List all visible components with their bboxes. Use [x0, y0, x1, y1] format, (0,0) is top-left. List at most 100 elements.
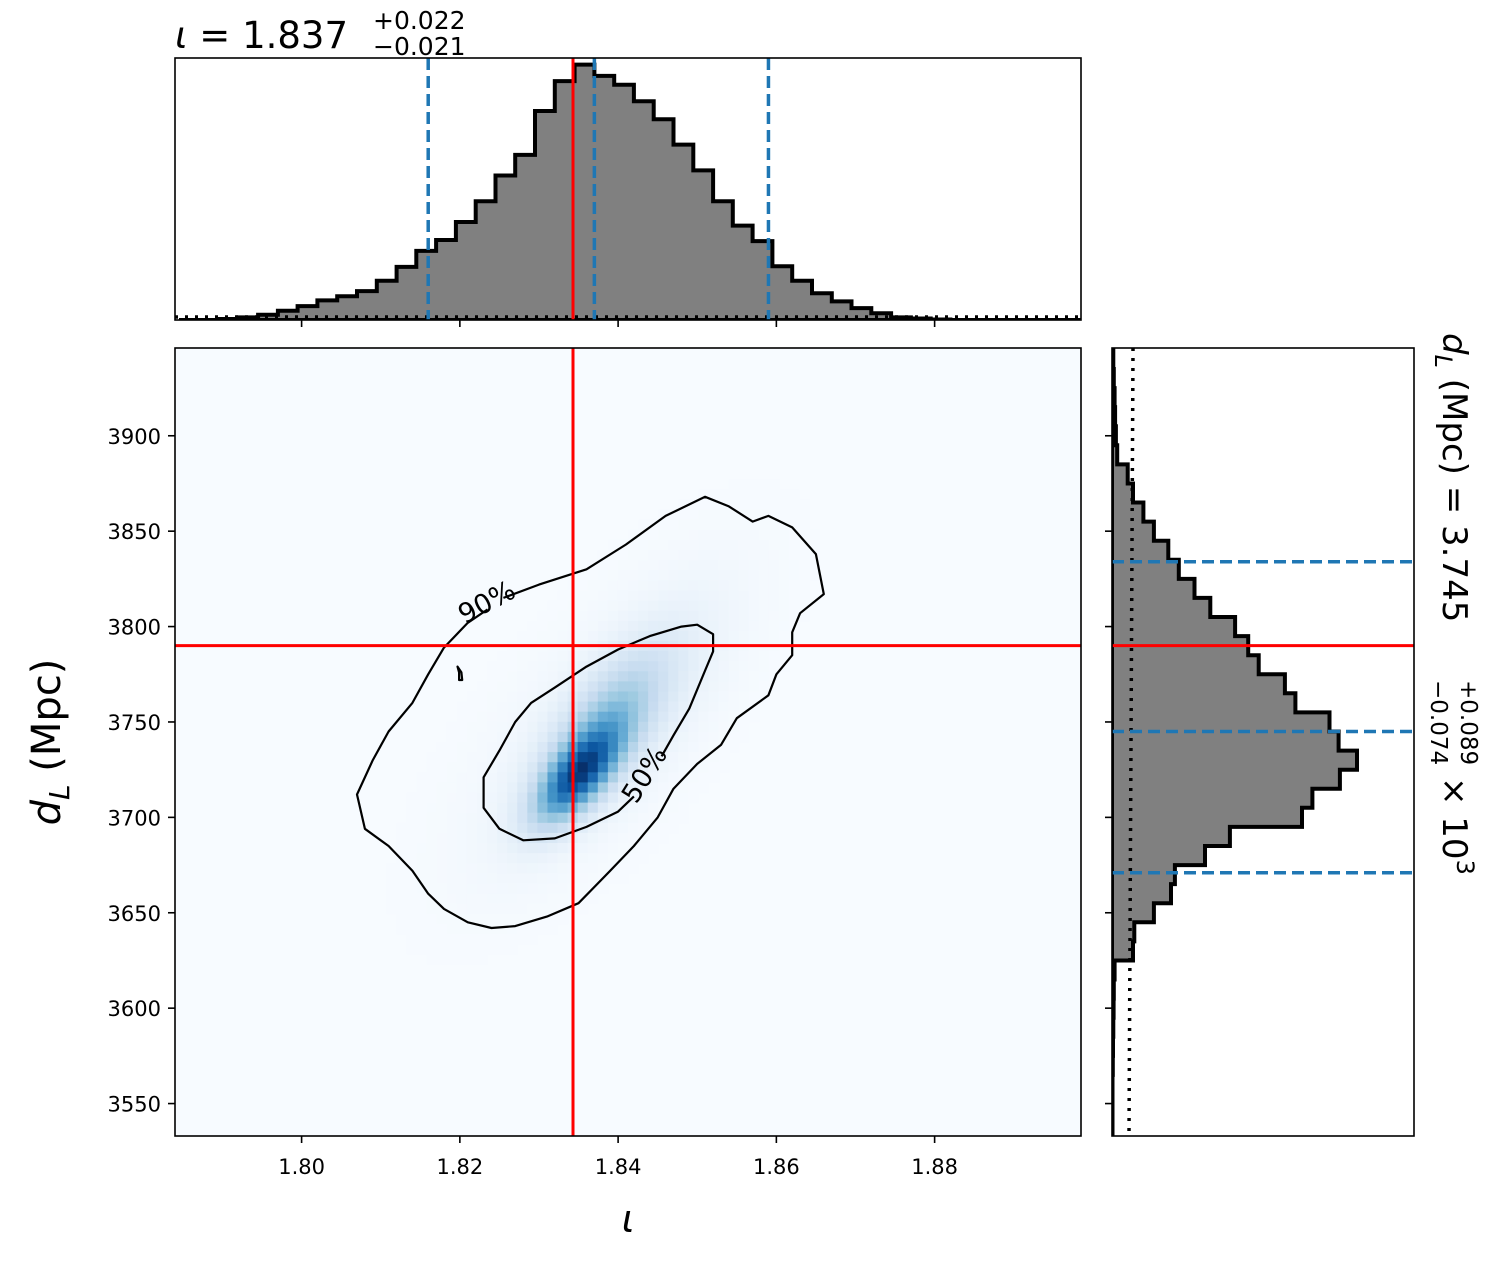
density-cell — [587, 711, 599, 723]
density-cell — [446, 772, 458, 784]
density-cell — [587, 762, 599, 773]
density-cell — [708, 701, 720, 713]
density-cell — [628, 620, 639, 632]
density-cell — [446, 913, 458, 925]
density-cell — [607, 853, 619, 864]
density-cell — [607, 873, 619, 885]
density-cell — [658, 782, 669, 794]
density-cell — [758, 651, 770, 662]
density-cell — [517, 923, 528, 935]
density-cell — [799, 570, 810, 581]
density-cell — [728, 711, 740, 723]
density-cell — [466, 913, 478, 925]
density-cell — [587, 893, 599, 905]
density-cell — [406, 832, 418, 844]
density-cell — [577, 782, 589, 794]
density-cell — [738, 610, 750, 622]
density-cell — [678, 651, 689, 662]
density-cell — [789, 550, 800, 561]
density-cell — [497, 701, 508, 713]
density-cell — [557, 681, 569, 693]
y-param-median: 3.745 — [1434, 525, 1474, 622]
density-cell — [406, 913, 418, 925]
density-cell — [789, 499, 800, 511]
density-cell — [688, 509, 700, 521]
density-cell — [718, 701, 730, 713]
density-cell — [426, 853, 438, 864]
density-cell — [648, 610, 659, 622]
density-cell — [497, 742, 508, 753]
density-cell — [617, 792, 629, 804]
density-cell — [547, 661, 559, 672]
density-cell — [517, 742, 528, 753]
density-cell — [617, 600, 629, 612]
density-cell — [557, 610, 569, 622]
density-cell — [547, 711, 559, 723]
density-cell — [577, 681, 589, 693]
density-cell — [527, 782, 538, 794]
density-cell — [668, 691, 679, 703]
density-cell — [668, 580, 679, 592]
density-cell — [396, 893, 408, 905]
density-cell — [557, 620, 569, 632]
density-cell — [466, 853, 478, 864]
density-cell — [487, 893, 498, 905]
density-cell — [557, 893, 569, 905]
density-cell — [698, 661, 710, 672]
density-cell — [708, 600, 720, 612]
density-cell — [728, 539, 740, 551]
density-cell — [628, 691, 639, 703]
density-cell — [648, 782, 659, 794]
density-cell — [487, 762, 498, 773]
density-cell — [577, 711, 589, 723]
density-cell — [708, 661, 720, 672]
density-cell — [527, 711, 538, 723]
y-tick-label: 3750 — [108, 711, 161, 735]
density-cell — [617, 630, 629, 642]
density-cell — [416, 933, 428, 945]
density-cell — [577, 580, 589, 592]
density-cell — [658, 731, 669, 743]
density-cell — [658, 701, 669, 713]
density-cell — [638, 519, 649, 531]
density-cell — [537, 772, 549, 784]
density-cell — [487, 832, 498, 844]
density-cell — [708, 762, 720, 773]
density-cell — [648, 590, 659, 602]
right-panel-ticks — [1105, 434, 1112, 1105]
density-cell — [688, 701, 700, 713]
density-cell — [537, 731, 549, 743]
density-cell — [386, 863, 398, 874]
density-cell — [708, 691, 720, 703]
density-cell — [436, 832, 448, 844]
density-cell — [587, 802, 599, 814]
density-cell — [607, 701, 619, 713]
density-cell — [738, 560, 750, 571]
density-cell — [658, 772, 669, 784]
density-cell — [607, 560, 619, 571]
density-cell — [768, 539, 780, 551]
density-cell — [416, 873, 428, 885]
density-cell — [708, 509, 720, 521]
density-cell — [748, 550, 760, 561]
density-cell — [426, 913, 438, 925]
density-cell — [779, 550, 790, 561]
density-cell — [456, 903, 468, 915]
density-cell — [658, 711, 669, 723]
density-cell — [406, 792, 418, 804]
density-cell — [557, 711, 569, 723]
density-cell — [658, 752, 669, 763]
density-cell — [658, 721, 669, 733]
density-cell — [416, 853, 428, 864]
density-cell — [688, 752, 700, 763]
density-cell — [678, 590, 689, 602]
density-cell — [728, 479, 740, 491]
density-cell — [537, 671, 549, 682]
contour-line-island-1 — [456, 665, 464, 682]
density-cell — [779, 519, 790, 531]
density-cell — [477, 863, 488, 874]
density-cell — [436, 762, 448, 773]
density-cell — [477, 843, 488, 854]
density-cell — [587, 661, 599, 672]
density-cell — [799, 519, 810, 531]
